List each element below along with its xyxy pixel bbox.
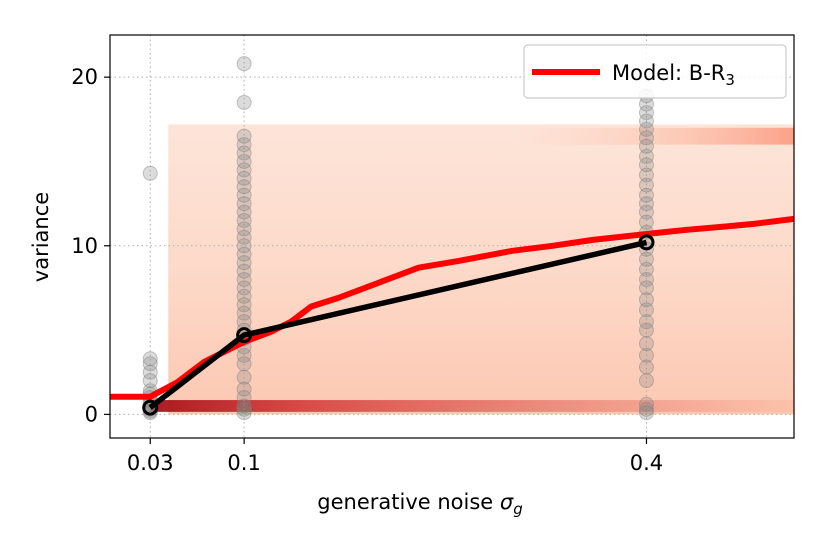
x-tick-label-0.4: 0.4	[630, 451, 663, 475]
x-tick-label-0.1: 0.1	[227, 451, 260, 475]
sample-point	[236, 229, 252, 245]
sample-point	[236, 196, 252, 212]
sample-point	[236, 405, 252, 421]
sample-point	[638, 130, 654, 146]
empirical-mean-line	[148, 239, 648, 410]
sample-point	[638, 148, 654, 164]
sample-point	[236, 94, 252, 110]
density-band-low	[150, 400, 794, 412]
plot-frame	[109, 34, 795, 439]
sample-point	[638, 271, 654, 287]
sample-point	[638, 373, 654, 389]
y-axis-label: variance	[29, 192, 53, 282]
sample-point	[236, 162, 252, 178]
sample-point	[236, 271, 252, 287]
sample-point	[638, 167, 654, 183]
sample-point	[236, 145, 252, 161]
sample-point	[236, 255, 252, 271]
sample-point	[638, 251, 654, 267]
sample-point	[638, 401, 654, 417]
sample-point	[638, 314, 654, 330]
legend: Model: B-R3	[523, 44, 787, 99]
empirical-mean-marker	[638, 234, 655, 251]
sample-point	[638, 405, 654, 421]
sample-point	[236, 398, 252, 414]
density-region	[168, 124, 794, 415]
sample-point	[236, 56, 252, 72]
sample-point	[638, 396, 654, 412]
sample-point	[638, 113, 654, 129]
sample-point	[236, 170, 252, 186]
sample-point	[236, 280, 252, 296]
sample-point	[638, 196, 654, 212]
y-tick-label-20: 20	[71, 65, 98, 89]
sample-point	[236, 369, 252, 385]
sample-point	[236, 137, 252, 153]
legend-box	[523, 44, 787, 99]
sample-point	[638, 292, 654, 308]
sample-point	[638, 280, 654, 296]
x-axis-label: generative noise σg	[317, 490, 522, 518]
sample-point	[236, 401, 252, 417]
density-layer	[150, 124, 794, 415]
sample-point	[638, 214, 654, 230]
sample-point	[638, 302, 654, 318]
sample-point	[638, 121, 654, 137]
y-tick-label-10: 10	[71, 234, 98, 258]
sample-point	[638, 322, 654, 338]
sample-point	[236, 153, 252, 169]
sample-point	[236, 347, 252, 363]
sample-point	[236, 356, 252, 372]
sample-point	[142, 364, 158, 380]
sample-point	[236, 221, 252, 237]
x-tick-label-0.03: 0.03	[127, 451, 174, 475]
sample-point	[638, 359, 654, 375]
sample-point	[638, 157, 654, 173]
sample-point	[236, 263, 252, 279]
sample-point	[638, 347, 654, 363]
sample-point	[142, 351, 158, 367]
legend-label-model: Model: B-R3	[612, 61, 735, 89]
series-lines	[110, 215, 794, 416]
sample-point	[638, 336, 654, 352]
x-axis-ticks: 0.03 0.1 0.4	[127, 438, 663, 475]
sample-point	[638, 204, 654, 220]
empirical-mean-marker	[236, 327, 253, 344]
sample-point	[236, 246, 252, 262]
sample-point	[236, 305, 252, 321]
grid-lines	[110, 35, 794, 438]
sample-point	[236, 128, 252, 144]
sample-point	[638, 105, 654, 121]
sample-point	[638, 177, 654, 193]
density-band-high	[512, 127, 794, 145]
sample-point	[236, 179, 252, 195]
empirical-mean-marker	[142, 399, 159, 416]
sample-point	[638, 138, 654, 154]
sample-point	[638, 187, 654, 203]
sample-point	[236, 204, 252, 220]
sample-point	[236, 187, 252, 203]
sample-point	[638, 261, 654, 277]
sample-point	[236, 238, 252, 254]
y-tick-label-0: 0	[85, 402, 98, 426]
sample-point	[236, 297, 252, 313]
y-axis-ticks: 0 10 20	[71, 65, 110, 426]
sample-point	[142, 165, 158, 181]
sample-point	[236, 381, 252, 397]
sample-point	[236, 390, 252, 406]
sample-point	[236, 288, 252, 304]
sample-point	[236, 212, 252, 228]
sample-point	[142, 356, 158, 372]
sample-point	[142, 373, 158, 389]
